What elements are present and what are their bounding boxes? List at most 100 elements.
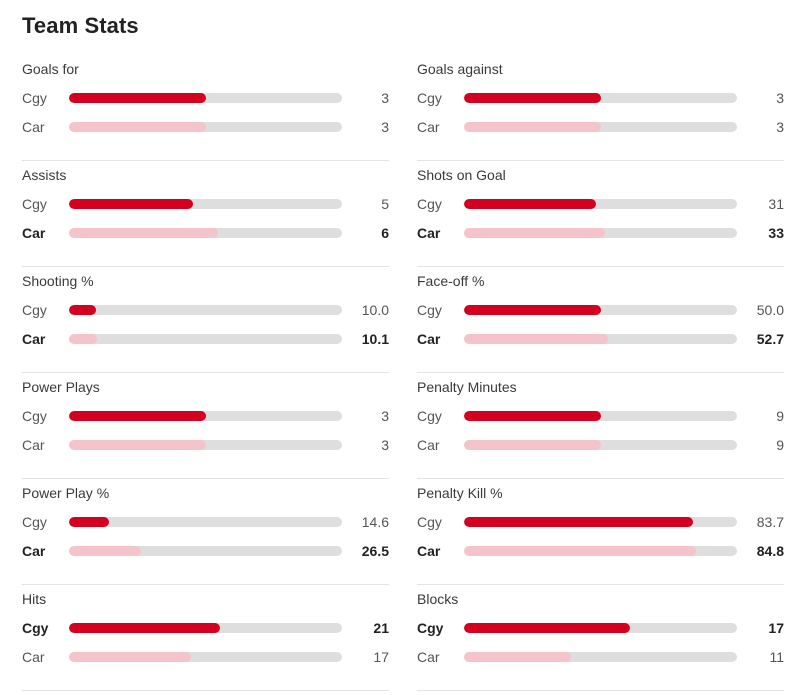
stat-row: Cgy 17	[417, 618, 784, 638]
bar-fill	[69, 199, 194, 209]
stat-label: Goals against	[417, 61, 503, 77]
stat-label: Face-off %	[417, 273, 485, 289]
bar-fill	[69, 411, 206, 421]
team-name: Cgy	[22, 90, 47, 106]
stat-label: Power Plays	[22, 379, 100, 395]
bar-fill	[69, 546, 142, 556]
team-name: Cgy	[417, 514, 442, 530]
bar-track	[69, 623, 342, 633]
team-name: Cgy	[22, 620, 49, 636]
bar-fill	[464, 517, 693, 527]
stat-label: Hits	[22, 591, 47, 607]
bar-fill	[69, 517, 109, 527]
team-name: Car	[417, 649, 440, 665]
bar-fill	[464, 440, 601, 450]
bar-track	[69, 93, 342, 103]
stat-label: Shots on Goal	[417, 167, 506, 183]
stat-value: 3	[381, 408, 389, 424]
stat-label: Power Play %	[22, 485, 110, 501]
stat-row: Car 52.7	[417, 329, 784, 349]
stat-blocks: Blocks Cgy 17 Car 11	[417, 585, 784, 691]
bar-fill	[464, 334, 608, 344]
bar-fill	[464, 411, 601, 421]
stat-value: 5	[381, 196, 389, 212]
stat-power-plays: Power Plays Cgy 3 Car 3	[22, 373, 389, 479]
stat-row: Car 33	[417, 223, 784, 243]
bar-fill	[69, 228, 218, 238]
stat-row: Cgy 5	[22, 194, 389, 214]
stat-value: 52.7	[756, 331, 784, 347]
stat-row: Car 3	[22, 435, 389, 455]
stat-value: 21	[373, 620, 389, 636]
stat-value: 3	[381, 437, 389, 453]
team-name: Cgy	[22, 302, 47, 318]
stat-row: Car 3	[22, 117, 389, 137]
bar-track	[69, 652, 342, 662]
bar-fill	[69, 122, 206, 132]
bar-track	[464, 546, 737, 556]
bar-fill	[464, 228, 605, 238]
stat-value: 17	[373, 649, 389, 665]
bar-track	[464, 652, 737, 662]
bar-fill	[464, 623, 630, 633]
bar-track	[69, 305, 342, 315]
stat-value: 17	[768, 620, 784, 636]
stat-value: 3	[776, 90, 784, 106]
stat-row: Car 17	[22, 647, 389, 667]
stat-shots-on-goal: Shots on Goal Cgy 31 Car 33	[417, 161, 784, 267]
stat-row: Cgy 9	[417, 406, 784, 426]
stat-row: Car 26.5	[22, 541, 389, 561]
stat-value: 6	[381, 225, 389, 241]
bar-fill	[69, 93, 206, 103]
stat-row: Car 6	[22, 223, 389, 243]
team-name: Cgy	[417, 620, 444, 636]
bar-track	[69, 334, 342, 344]
stat-row: Cgy 83.7	[417, 512, 784, 532]
stat-row: Cgy 14.6	[22, 512, 389, 532]
team-name: Car	[22, 649, 45, 665]
bar-track	[464, 623, 737, 633]
bar-track	[464, 517, 737, 527]
stat-label: Goals for	[22, 61, 79, 77]
bar-track	[69, 122, 342, 132]
team-name: Car	[22, 437, 45, 453]
stat-label: Assists	[22, 167, 67, 183]
bar-fill	[464, 199, 597, 209]
stat-row: Cgy 3	[417, 88, 784, 108]
team-name: Car	[417, 331, 441, 347]
bar-fill	[464, 122, 601, 132]
stat-row: Car 9	[417, 435, 784, 455]
stat-value: 11	[769, 649, 784, 665]
bar-fill	[464, 546, 696, 556]
stat-penalty-kill-pct: Penalty Kill % Cgy 83.7 Car 84.8	[417, 479, 784, 585]
page-title: Team Stats	[22, 13, 139, 38]
bar-track	[69, 440, 342, 450]
team-name: Car	[22, 543, 46, 559]
team-name: Cgy	[417, 196, 442, 212]
bar-track	[464, 122, 737, 132]
stat-goals-for: Goals for Cgy 3 Car 3	[22, 55, 389, 161]
stat-value: 50.0	[756, 302, 784, 318]
bar-fill	[69, 440, 206, 450]
stat-value: 83.7	[756, 514, 784, 530]
stat-label: Blocks	[417, 591, 459, 607]
stat-assists: Assists Cgy 5 Car 6	[22, 161, 389, 267]
stat-row: Cgy 10.0	[22, 300, 389, 320]
stat-value: 26.5	[361, 543, 389, 559]
bar-fill	[464, 305, 601, 315]
bar-track	[464, 305, 737, 315]
bar-track	[69, 546, 342, 556]
stat-row: Cgy 50.0	[417, 300, 784, 320]
team-name: Car	[22, 119, 45, 135]
bar-track	[69, 228, 342, 238]
bar-fill	[69, 334, 97, 344]
stat-face-off-pct: Face-off % Cgy 50.0 Car 52.7	[417, 267, 784, 373]
stat-value: 84.8	[756, 543, 784, 559]
stat-value: 3	[381, 90, 389, 106]
stat-value: 10.1	[361, 331, 389, 347]
bar-track	[69, 411, 342, 421]
bar-fill	[464, 93, 601, 103]
team-name: Cgy	[22, 514, 47, 530]
bar-track	[69, 517, 342, 527]
